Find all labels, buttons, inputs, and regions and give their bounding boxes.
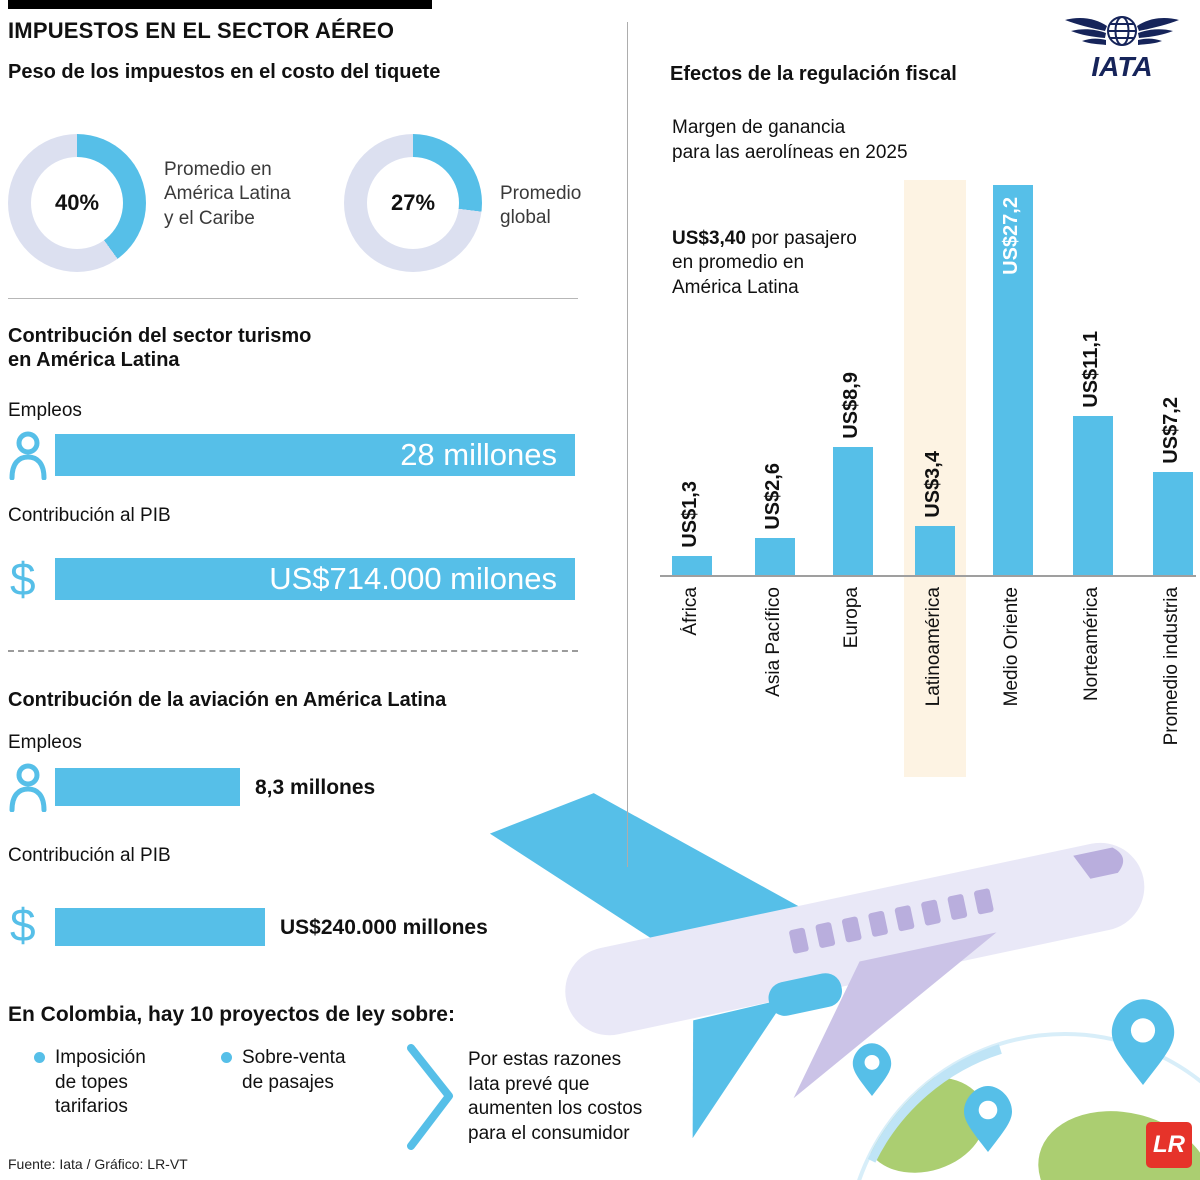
iata-wings xyxy=(1065,18,1179,45)
donut-latam-label: Promedio en América Latina y el Caribe xyxy=(164,159,291,229)
donut-chart-global: 27% xyxy=(344,134,482,272)
bar-category-label: Europa xyxy=(841,587,862,649)
dollar-icon: $ xyxy=(10,899,36,951)
aviacion-section-title: Contribución de la aviación en América L… xyxy=(8,689,447,711)
bars-area: US$1,3 US$2,6 US$8,9 US$3,4 US$27,2 US$11,1 US… xyxy=(660,180,1200,575)
airplane xyxy=(489,793,1145,1139)
bar-Norteamérica xyxy=(1073,416,1113,575)
bullet-dot xyxy=(221,1052,232,1063)
iata-logo: IATA xyxy=(1060,12,1184,89)
chevron-right-icon xyxy=(405,1042,457,1157)
lr-logo: LR xyxy=(1146,1122,1192,1168)
dollar-icon: $ xyxy=(10,553,36,605)
title-accent-bar xyxy=(8,0,432,9)
aviacion-pib-bar xyxy=(55,908,265,946)
turismo-section-title: Contribución del sector turismo en Améri… xyxy=(8,325,312,371)
bar-category-label: Promedio industria xyxy=(1161,587,1182,746)
airplane-engine xyxy=(768,973,843,1016)
bar-category-label: Medio Oriente xyxy=(1001,587,1022,707)
donut-global-value: 27% xyxy=(390,190,436,215)
donut-global-label: Promedio global xyxy=(500,183,582,229)
highlight-value: US$3,40 xyxy=(672,227,746,249)
bar-value-label: US$8,9 xyxy=(840,372,862,439)
page-title: IMPUESTOS EN EL SECTOR AÉREO xyxy=(8,18,395,43)
chart-subtitle: Margen de ganancia para las aerolíneas e… xyxy=(672,117,908,163)
airplane-tail-wing xyxy=(692,998,786,1139)
bar-category-label: África xyxy=(680,587,701,636)
bar-category-label: Asia Pacífico xyxy=(763,587,784,697)
bar-value-label: US$7,2 xyxy=(1160,397,1182,464)
person-icon xyxy=(8,430,48,485)
bar-Europa xyxy=(833,447,873,575)
bar-Latinoamérica xyxy=(915,526,955,575)
iata-logo-text: IATA xyxy=(1091,51,1152,82)
divider-vertical xyxy=(627,22,628,867)
bar-value-label: US$1,3 xyxy=(679,481,701,548)
globe-edge-highlight xyxy=(864,1042,1002,1163)
colombia-section-title: En Colombia, hay 10 proyectos de ley sob… xyxy=(8,1003,455,1026)
highlight-rest: por pasajero en promedio en América Lati… xyxy=(672,227,857,299)
bar-value-label: US$3,4 xyxy=(922,451,944,518)
turismo-empleos-bar: 28 millones xyxy=(55,434,575,476)
colombia-bullet-2: Sobre-venta de pasajes xyxy=(242,1047,346,1093)
airplane-front-wing xyxy=(793,932,997,1099)
donut-latam-center: 40% xyxy=(31,157,123,249)
turismo-empleos-label: Empleos xyxy=(8,400,82,421)
turismo-pib-bar: US$714.000 milones xyxy=(55,558,575,600)
location-pin-icon xyxy=(1111,999,1175,1085)
airplane-cockpit-window xyxy=(1073,847,1124,879)
donut-latam-value: 40% xyxy=(54,190,100,215)
colombia-note: Por estas razones Iata prevé que aumente… xyxy=(468,1049,643,1145)
donut-global-center: 27% xyxy=(367,157,459,249)
bar-Medio Oriente xyxy=(993,185,1033,575)
location-pin-icon xyxy=(964,1086,1012,1152)
bar-value-label: US$27,2 xyxy=(1000,197,1022,275)
bar-category-label: Norteamérica xyxy=(1081,587,1102,702)
aviacion-empleos-bar xyxy=(55,768,240,806)
bar-Asia Pacífico xyxy=(755,538,795,575)
latam-highlight-band xyxy=(904,180,966,777)
airplane-globe-illustration xyxy=(489,793,1200,1180)
aviacion-empleos-label: Empleos xyxy=(8,732,82,753)
bar-Promedio industria xyxy=(1153,472,1193,575)
divider-dashed xyxy=(8,650,578,652)
ticket-section-title: Peso de los impuestos en el costo del ti… xyxy=(8,61,441,83)
fiscal-section-title: Efectos de la regulación fiscal xyxy=(670,63,957,85)
chart-highlight-note: US$3,40 por pasajero en promedio en Amér… xyxy=(672,202,857,301)
location-pin-icon xyxy=(852,1043,892,1096)
colombia-bullet-1: Imposición de topes tarifarios xyxy=(55,1047,146,1118)
airplane-rear-wing xyxy=(489,793,803,942)
donut-chart-latam: 40% xyxy=(8,134,146,272)
aviacion-pib-label: Contribución al PIB xyxy=(8,845,171,866)
bar-chart: US$1,3 US$2,6 US$8,9 US$3,4 US$27,2 US$11,1 US… xyxy=(660,180,1200,780)
turismo-pib-label: Contribución al PIB xyxy=(8,505,171,526)
bar-category-label: Latinoamérica xyxy=(923,587,944,707)
bar-value-label: US$2,6 xyxy=(762,463,784,530)
x-axis-line xyxy=(660,575,1196,577)
category-labels: África Asia Pacífico Europa Latinoamérica Me… xyxy=(660,581,1200,780)
person-icon xyxy=(8,762,48,817)
airplane-windows xyxy=(789,888,994,954)
lr-logo-text: LR xyxy=(1153,1131,1185,1158)
aviacion-pib-value: US$240.000 millones xyxy=(280,916,488,939)
source-credit: Fuente: Iata / Gráfico: LR-VT xyxy=(8,1156,188,1172)
divider-horizontal xyxy=(8,298,578,299)
turismo-pib-value: US$714.000 milones xyxy=(269,561,557,596)
bar-value-label: US$11,1 xyxy=(1080,331,1102,408)
turismo-empleos-value: 28 millones xyxy=(400,437,557,472)
aviacion-empleos-value: 8,3 millones xyxy=(255,776,376,799)
bar-África xyxy=(672,556,712,575)
bullet-dot xyxy=(34,1052,45,1063)
